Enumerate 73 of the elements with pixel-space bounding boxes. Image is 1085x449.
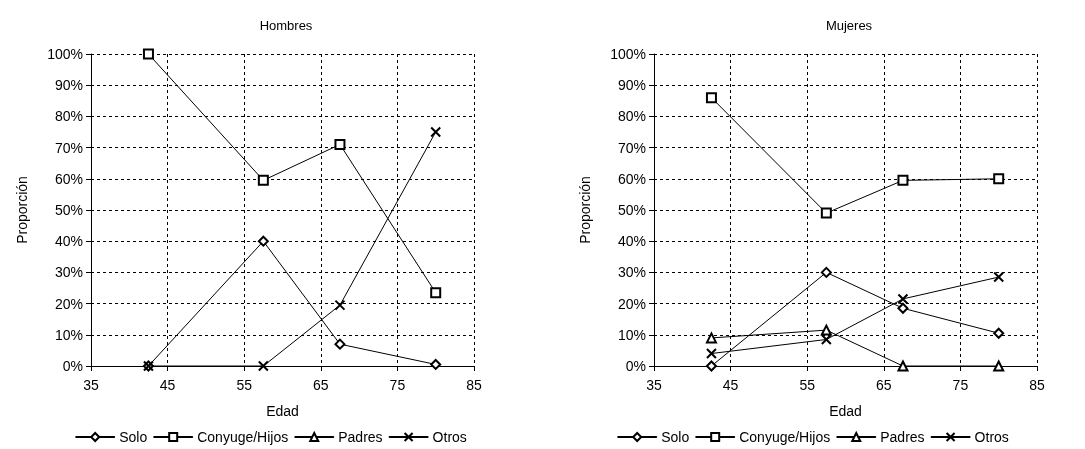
point <box>897 360 909 372</box>
y-axis-title: Proporción <box>577 176 593 244</box>
chart-title: Hombres <box>259 18 313 33</box>
x-tick-label: 85 <box>466 377 482 393</box>
point <box>897 302 909 314</box>
x-tick-label: 35 <box>83 377 99 393</box>
y-tick-label: 0% <box>62 358 83 374</box>
point <box>334 138 346 150</box>
point <box>993 173 1005 185</box>
y-tick-label: 60% <box>54 170 83 187</box>
x-tick-label: 45 <box>722 377 739 393</box>
point <box>705 332 717 344</box>
point <box>820 207 832 219</box>
y-tick-label: 100% <box>47 46 83 62</box>
x-tick-label: 75 <box>389 377 406 393</box>
y-tick-label: 40% <box>54 233 83 250</box>
y-tick-label: 50% <box>617 202 646 218</box>
legend-label: Otros <box>974 429 1009 445</box>
y-tick-label: 70% <box>54 139 83 156</box>
point <box>705 92 717 104</box>
x-tick-label: 35 <box>646 377 662 393</box>
x-axis-title: Edad <box>829 403 862 419</box>
x-tick-label: 55 <box>799 377 816 393</box>
x-tick-label: 55 <box>236 377 253 393</box>
x-tick-label: 65 <box>313 377 329 393</box>
y-tick-label: 10% <box>54 326 83 343</box>
y-axis-title: Proporción <box>14 176 30 244</box>
y-tick-label: 20% <box>617 295 646 312</box>
y-tick-label: 30% <box>617 264 646 281</box>
legend-label: Solo <box>661 429 690 445</box>
y-tick-label: 0% <box>625 358 646 374</box>
y-tick-label: 90% <box>54 77 83 94</box>
x-tick-label: 45 <box>159 377 176 393</box>
y-tick-label: 70% <box>617 139 646 156</box>
x-tick-label: 85 <box>1029 377 1045 393</box>
y-tick-label: 100% <box>610 46 646 62</box>
y-tick-label: 80% <box>54 108 83 125</box>
legend-label: Otros <box>432 429 467 445</box>
legend-label: Solo <box>119 429 148 445</box>
point <box>334 338 346 350</box>
point <box>257 174 269 186</box>
y-tick-label: 90% <box>617 77 646 94</box>
point <box>705 360 717 372</box>
y-tick-label: 40% <box>617 233 646 250</box>
point <box>897 174 909 186</box>
legend-label: Padres <box>880 429 925 445</box>
x-tick-label: 65 <box>876 377 892 393</box>
y-tick-label: 50% <box>54 202 83 218</box>
x-tick-label: 75 <box>952 377 969 393</box>
legend-label: Padres <box>338 429 383 445</box>
y-tick-label: 80% <box>617 108 646 125</box>
y-tick-label: 60% <box>617 170 646 187</box>
x-axis-title: Edad <box>266 403 299 419</box>
point <box>705 348 717 360</box>
y-tick-label: 10% <box>617 326 646 343</box>
chart-title: Mujeres <box>825 18 873 33</box>
point <box>430 126 442 138</box>
point <box>993 327 1005 339</box>
y-tick-label: 30% <box>54 264 83 281</box>
point <box>820 324 832 336</box>
legend-label: Conyuge/Hijos <box>197 429 289 445</box>
point <box>430 287 442 299</box>
point <box>430 358 442 370</box>
y-tick-label: 20% <box>54 295 83 312</box>
point <box>257 235 269 247</box>
point <box>257 360 269 372</box>
point <box>334 299 346 311</box>
point <box>897 293 909 305</box>
point <box>142 48 154 60</box>
point <box>993 271 1005 283</box>
point <box>993 360 1005 372</box>
point <box>820 266 832 278</box>
legend-label: Conyuge/Hijos <box>739 429 831 445</box>
